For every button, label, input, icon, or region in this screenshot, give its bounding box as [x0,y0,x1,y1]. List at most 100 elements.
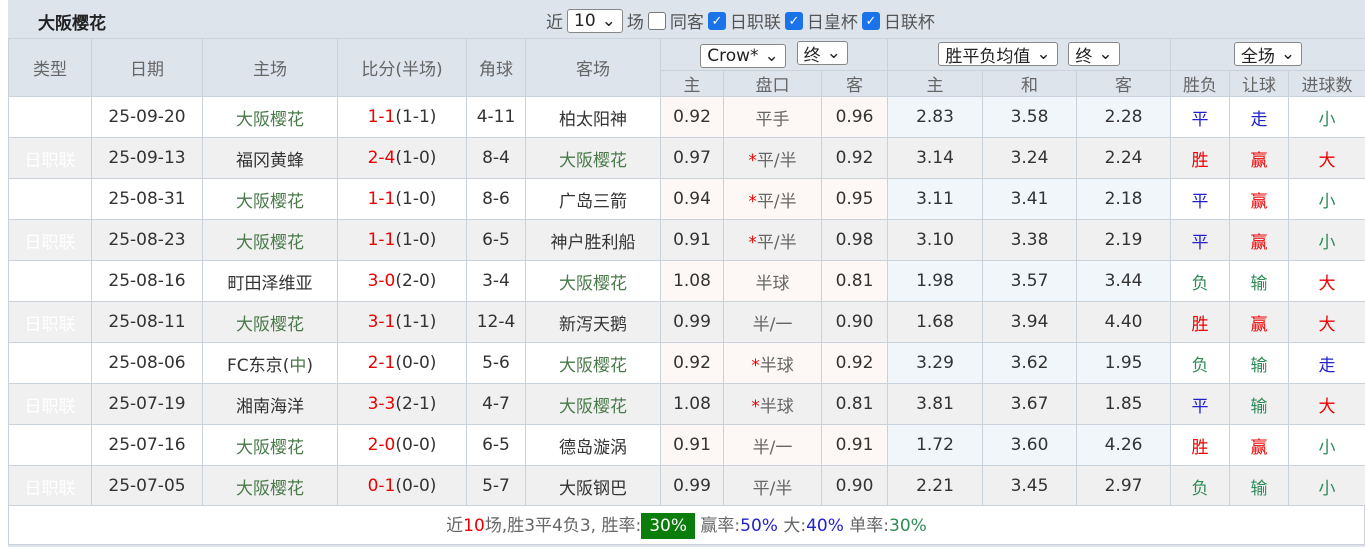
home-team-name[interactable]: 大阪樱花 [236,109,304,130]
away-team[interactable]: 大阪樱花 [525,137,661,179]
away-team[interactable]: 广岛三箭 [525,178,661,220]
score[interactable]: 2-0(0-0) [337,424,467,466]
corners: 8-6 [466,178,526,220]
away-team-name[interactable]: 大阪樱花 [559,150,627,171]
table-row[interactable]: 日皇杯 25-08-06 FC东京(中) 2-1(0-0) 5-6 大阪樱花 0… [8,342,1365,384]
asian-line: 半/一 [723,301,822,343]
league-checkbox-league-cup[interactable]: ✓ [861,11,880,30]
match-type[interactable]: 日职联 [8,96,92,138]
match-type[interactable]: 日职联 [8,465,92,507]
league-checkbox-jleague[interactable]: ✓ [707,11,726,30]
table-row[interactable]: 日职联 25-07-05 大阪樱花 0-1(0-0) 5-7 大阪钢巴 0.99… [8,465,1365,507]
score[interactable]: 3-3(2-1) [337,383,467,425]
home-team-name[interactable]: 大阪樱花 [236,478,304,499]
home-team-name[interactable]: 大阪樱花 [236,191,304,212]
asian-home-odds: 0.94 [660,178,724,220]
over-under-result: 大 [1288,260,1365,302]
table-row[interactable]: 日职联 25-08-31 大阪樱花 1-1(1-0) 8-6 广岛三箭 0.94… [8,178,1365,220]
match-type[interactable]: 日职联 [8,219,92,261]
match-type[interactable]: 日皇杯 [8,424,92,466]
league-checkbox-emperor-cup[interactable]: ✓ [784,11,803,30]
home-team[interactable]: 大阪樱花 [202,178,338,220]
recent-label: 近 [546,13,563,33]
away-team[interactable]: 新泻天鹅 [525,301,661,343]
away-team[interactable]: 大阪樱花 [525,260,661,302]
chevron-down-icon: ⌄ [601,10,616,31]
asian-away-odds: 0.92 [820,137,889,179]
match-type[interactable]: 日职联 [8,260,92,302]
match-type[interactable]: 日皇杯 [8,342,92,384]
score[interactable]: 1-1(1-1) [337,96,467,138]
table-row[interactable]: 日职联 25-08-23 大阪樱花 1-1(1-0) 6-5 神户胜利船 0.9… [8,219,1365,261]
home-team[interactable]: 町田泽维亚 [202,260,338,302]
col-date: 日期 [91,38,203,97]
away-team-name[interactable]: 大阪钢巴 [559,478,627,499]
match-type[interactable]: 日职联 [8,178,92,220]
match-date: 25-08-11 [91,301,203,343]
handicap-line: 半/一 [752,314,793,335]
score[interactable]: 3-1(1-1) [337,301,467,343]
home-team[interactable]: 福冈黄蜂 [202,137,338,179]
away-team[interactable]: 大阪樱花 [525,383,661,425]
recent-count-select[interactable]: 10 ⌄ [567,8,623,33]
away-team-name[interactable]: 德岛漩涡 [559,437,627,458]
col-score: 比分(半场) [337,38,467,97]
score[interactable]: 2-4(1-0) [337,137,467,179]
euro-draw-odds: 3.45 [982,465,1078,507]
away-team[interactable]: 德岛漩涡 [525,424,661,466]
home-team[interactable]: 大阪樱花 [202,465,338,507]
half-time-score: (1-0) [395,189,437,209]
away-team-name[interactable]: 神户胜利船 [550,232,636,253]
score[interactable]: 0-1(0-0) [337,465,467,507]
table-row[interactable]: 日皇杯 25-07-16 大阪樱花 2-0(0-0) 6-5 德岛漩涡 0.91… [8,424,1365,466]
home-team[interactable]: 湘南海洋 [202,383,338,425]
home-team[interactable]: 大阪樱花 [202,96,338,138]
score[interactable]: 1-1(1-0) [337,219,467,261]
euro-time-select[interactable]: 终 ⌄ [1068,42,1120,67]
euro-home-odds: 3.10 [887,219,984,261]
score[interactable]: 3-0(2-0) [337,260,467,302]
home-team-name[interactable]: 大阪樱花 [236,232,304,253]
away-team[interactable]: 柏太阳神 [525,96,661,138]
same-away-checkbox[interactable] [647,11,666,30]
asian-time-select[interactable]: 终 ⌄ [796,41,848,66]
home-team-name[interactable]: 町田泽维亚 [227,273,313,294]
away-team[interactable]: 大阪钢巴 [525,465,661,507]
home-team-name[interactable]: FC东京 [227,355,283,376]
home-team[interactable]: FC东京(中) [202,342,338,384]
corners: 3-4 [466,260,526,302]
table-row[interactable]: 日职联 25-08-11 大阪樱花 3-1(1-1) 12-4 新泻天鹅 0.9… [8,301,1365,343]
scope-select[interactable]: 全场 ⌄ [1233,42,1303,67]
table-row[interactable]: 日职联 25-09-20 大阪樱花 1-1(1-1) 4-11 柏太阳神 0.9… [8,96,1365,138]
summary-text: 近 [446,516,464,536]
match-type[interactable]: 日职联 [8,137,92,179]
table-row[interactable]: 日职联 25-09-13 福冈黄蜂 2-4(1-0) 8-4 大阪樱花 0.97… [8,137,1365,179]
table-row[interactable]: 日职联 25-08-16 町田泽维亚 3-0(2-0) 3-4 大阪樱花 1.0… [8,260,1365,302]
home-team-name[interactable]: 福冈黄蜂 [236,150,304,171]
away-team[interactable]: 大阪樱花 [525,342,661,384]
away-team-name[interactable]: 大阪樱花 [559,355,627,376]
home-team[interactable]: 大阪樱花 [202,301,338,343]
away-team-name[interactable]: 广岛三箭 [559,191,627,212]
home-team-name[interactable]: 大阪樱花 [236,437,304,458]
away-team-name[interactable]: 新泻天鹅 [559,314,627,335]
away-team-name[interactable]: 柏太阳神 [559,109,627,130]
result: 平 [1170,219,1231,261]
away-team[interactable]: 神户胜利船 [525,219,661,261]
match-type[interactable]: 日职联 [8,301,92,343]
euro-type-select[interactable]: 胜平负均值 ⌄ [938,42,1058,67]
home-team-name[interactable]: 湘南海洋 [236,396,304,417]
corners: 8-4 [466,137,526,179]
match-type[interactable]: 日职联 [8,383,92,425]
score[interactable]: 2-1(0-0) [337,342,467,384]
over-under-result: 小 [1288,178,1365,220]
home-team-name[interactable]: 大阪樱花 [236,314,304,335]
home-team[interactable]: 大阪樱花 [202,424,338,466]
home-team[interactable]: 大阪樱花 [202,219,338,261]
score[interactable]: 1-1(1-0) [337,178,467,220]
away-team-name[interactable]: 大阪樱花 [559,396,627,417]
euro-away-odds: 4.40 [1076,301,1172,343]
asian-company-select[interactable]: Crow* ⌄ [700,43,786,68]
table-row[interactable]: 日职联 25-07-19 湘南海洋 3-3(2-1) 4-7 大阪樱花 1.08… [8,383,1365,425]
away-team-name[interactable]: 大阪樱花 [559,273,627,294]
